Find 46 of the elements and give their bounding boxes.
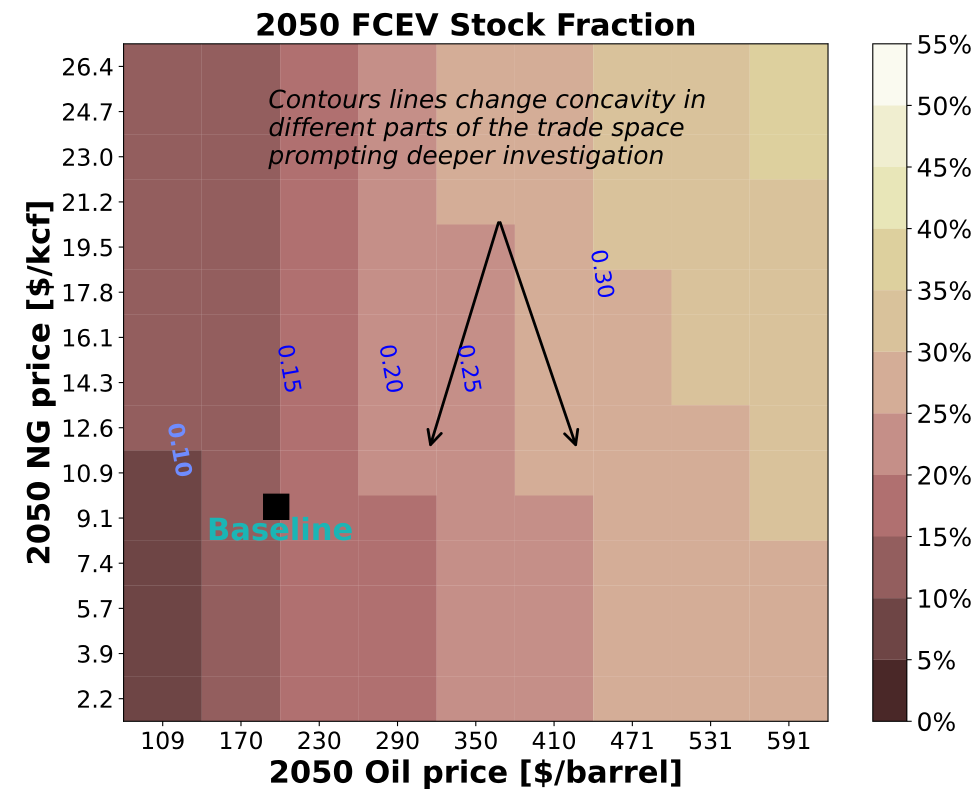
color-bar-label: 50% (918, 96, 971, 116)
color-bar-label: 0% (918, 712, 955, 732)
color-bar-label: 10% (919, 589, 971, 608)
color-bar-label: 15% (919, 527, 971, 546)
color-bar-label: 40% (918, 220, 971, 238)
color-bar-label: 5% (918, 650, 955, 670)
y-tick-label: 9.1 (78, 509, 112, 528)
annotation: 0.15 (278, 344, 302, 393)
x-tick-label: 471 (610, 732, 653, 749)
color-bar-label: 45% (918, 158, 971, 177)
x-tick-label: 290 (376, 731, 418, 750)
x-tick-label: 109 (142, 731, 184, 750)
annotation: 0.30 (590, 249, 616, 298)
y-tick-label: 17.8 (64, 284, 112, 302)
color-bar-label: 35% (918, 281, 971, 300)
x-tick-label: 410 (532, 731, 576, 750)
annotation: Baseline (210, 516, 352, 540)
y-tick-label: 7.4 (78, 554, 113, 572)
y-tick-label: 16.1 (64, 328, 112, 347)
y-tick-label: 2.2 (78, 690, 112, 708)
x-tick-label: 230 (298, 731, 340, 750)
x-tick-label: 350 (455, 731, 497, 750)
chart-title: 2050 FCEV Stock Fraction (258, 12, 694, 36)
color-bar-label: 55% (918, 34, 971, 54)
y-tick-label: 26.4 (63, 58, 113, 76)
y-tick-label: 10.9 (64, 464, 112, 482)
y-axis-title: 2050 NG price [$/kcf] (26, 202, 56, 564)
annotation: 0.25 (458, 344, 482, 393)
x-axis-title: 2050 Oil price [$/barrel] (271, 759, 680, 789)
annotation: 0.20 (379, 344, 404, 394)
y-tick-label: 12.6 (64, 419, 112, 438)
annotation: 0.10 (167, 422, 194, 478)
y-tick-label: 23.0 (63, 148, 112, 166)
x-tick-label: 170 (221, 731, 262, 750)
y-tick-label: 21.2 (63, 193, 112, 211)
annotation: Contours lines change concavity in different parts of the trade space prompting deeper investigation (268, 89, 705, 170)
y-tick-label: 5.7 (78, 600, 112, 618)
y-tick-label: 3.9 (78, 644, 112, 663)
x-tick-label: 531 (690, 731, 731, 750)
color-bar-label: 25% (918, 404, 971, 424)
x-tick-label: 591 (768, 731, 810, 750)
y-tick-label: 14.3 (64, 374, 112, 392)
color-bar-label: 30% (918, 342, 971, 362)
y-tick-label: 19.5 (64, 238, 112, 256)
y-tick-label: 24.7 (63, 103, 112, 121)
color-bar-label: 20% (918, 466, 971, 485)
